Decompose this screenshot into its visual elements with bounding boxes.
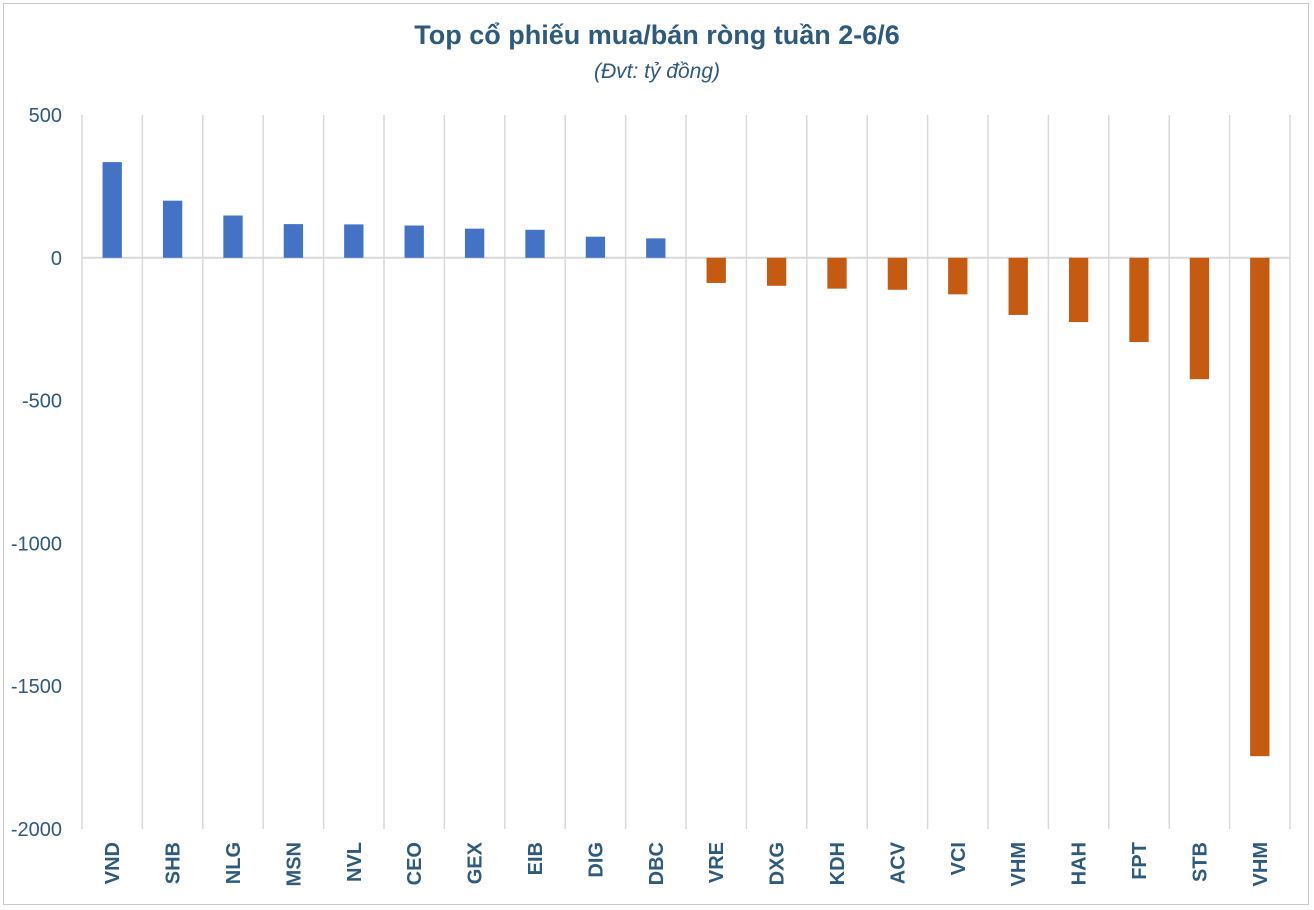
x-tick-label: DIG xyxy=(585,842,607,878)
bar-vhm xyxy=(1250,257,1270,757)
x-tick-label: EIB xyxy=(525,842,547,875)
bar-stb xyxy=(1189,257,1210,380)
x-tick-label: ACV xyxy=(887,841,909,884)
x-tick-label: KDH xyxy=(827,842,849,885)
x-tick-label: GEX xyxy=(465,841,487,884)
bar-ceo xyxy=(404,225,424,258)
x-tick-label: STB xyxy=(1189,842,1211,882)
bar-fpt xyxy=(1129,257,1149,343)
x-tick-label: VHM xyxy=(1008,842,1030,886)
chart-frame xyxy=(3,3,1309,905)
y-tick-label: 0 xyxy=(51,248,62,270)
bar-msn xyxy=(283,224,304,258)
bar-vnd xyxy=(102,162,122,258)
bar-nlg xyxy=(223,215,243,258)
bar-dig xyxy=(585,236,606,258)
bar-vre xyxy=(706,257,726,283)
x-tick-label: HAH xyxy=(1069,842,1091,885)
bar-eib xyxy=(525,229,545,258)
bar-acv xyxy=(887,257,908,290)
x-tick-label: NVL xyxy=(344,842,366,882)
x-tick-label: NLG xyxy=(223,842,245,884)
y-tick-label: -500 xyxy=(22,391,62,413)
bar-dxg xyxy=(766,257,787,286)
bar-nvl xyxy=(344,224,364,258)
bar-kdh xyxy=(827,257,847,289)
bar-shb xyxy=(162,200,183,258)
x-tick-label: VCI xyxy=(948,842,970,875)
chart-title: Top cổ phiếu mua/bán ròng tuần 2-6/6 xyxy=(414,20,900,50)
x-tick-label: VRE xyxy=(706,842,728,883)
chart-subtitle: (Đvt: tỷ đồng) xyxy=(593,60,721,83)
x-tick-label: SHB xyxy=(163,842,185,884)
y-tick-label: -2000 xyxy=(11,819,62,841)
y-tick-label: -1500 xyxy=(11,676,62,698)
x-tick-label: VND xyxy=(102,842,124,884)
x-tick-label: DXG xyxy=(767,842,789,885)
y-tick-label: 500 xyxy=(29,105,62,127)
bar-vci xyxy=(948,257,968,295)
bar-hah xyxy=(1068,257,1089,323)
bar-dbc xyxy=(646,238,666,258)
bar-gex xyxy=(464,228,485,258)
x-tick-label: VHM xyxy=(1250,842,1272,886)
x-tick-label: DBC xyxy=(646,842,668,885)
bar-vhm xyxy=(1008,257,1028,315)
x-tick-label: FPT xyxy=(1129,842,1151,880)
x-tick-label: MSN xyxy=(283,842,305,886)
x-tick-label: CEO xyxy=(404,842,426,885)
y-tick-label: -1000 xyxy=(11,533,62,555)
